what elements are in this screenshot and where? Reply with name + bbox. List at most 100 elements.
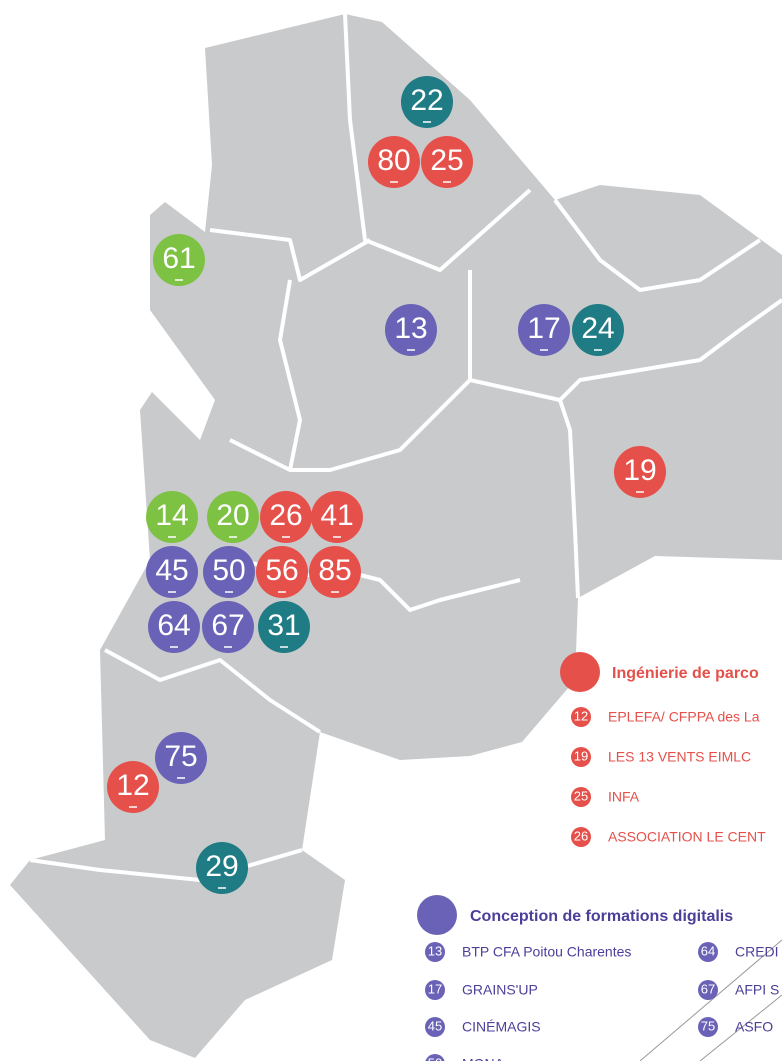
marker-label: 41 xyxy=(320,499,353,532)
entry-number: 45 xyxy=(428,1018,442,1033)
entry-badge xyxy=(571,707,591,727)
marker-label: 17 xyxy=(527,312,560,345)
marker-label: 29 xyxy=(205,850,238,883)
entry-badge xyxy=(571,747,591,767)
marker-label: 64 xyxy=(157,609,190,642)
entry-badge xyxy=(698,942,718,962)
legend-title: Ingénierie de parco xyxy=(612,665,759,682)
entry-name: CREDI xyxy=(735,944,779,960)
entry-number: 17 xyxy=(428,981,442,996)
marker-label: 61 xyxy=(162,242,195,275)
entry-name: BTP CFA Poitou Charentes xyxy=(462,944,631,960)
marker-circle xyxy=(196,842,248,894)
entry-badge xyxy=(425,942,445,962)
entry-name: GRAINS'UP xyxy=(462,982,538,998)
entry-name: ASSOCIATION LE CENT xyxy=(608,829,766,845)
marker-label: 31 xyxy=(267,609,300,642)
marker-circle xyxy=(258,601,310,653)
map-marker: 12 xyxy=(107,761,159,813)
map-marker: 67 xyxy=(202,601,254,653)
entry-number: 64 xyxy=(701,943,715,958)
map-marker: 29 xyxy=(196,842,248,894)
marker-circle xyxy=(368,136,420,188)
entry-name: ASFO xyxy=(735,1019,773,1035)
map-marker: 22 xyxy=(401,76,453,128)
marker-circle xyxy=(146,491,198,543)
marker-label: 20 xyxy=(216,499,249,532)
marker-circle xyxy=(421,136,473,188)
entry-number: 19 xyxy=(574,748,588,763)
map-marker: 25 xyxy=(421,136,473,188)
entry-badge xyxy=(425,1054,445,1061)
map-marker: 20 xyxy=(207,491,259,543)
entry-name: AFPI S xyxy=(735,982,779,998)
marker-label: 85 xyxy=(318,554,351,587)
marker-label: 22 xyxy=(410,84,443,117)
map-marker: 17 xyxy=(518,304,570,356)
marker-label: 19 xyxy=(623,454,656,487)
marker-label: 12 xyxy=(116,769,149,802)
map-marker: 50 xyxy=(203,546,255,598)
entry-number: 26 xyxy=(574,828,588,843)
entry-name: LES 13 VENTS EIMLC xyxy=(608,749,751,765)
map-marker: 41 xyxy=(311,491,363,543)
entry-badge xyxy=(571,827,591,847)
marker-circle xyxy=(203,546,255,598)
marker-circle xyxy=(311,491,363,543)
marker-circle xyxy=(207,491,259,543)
entry-name: CINÉMAGIS xyxy=(462,1019,541,1035)
entry-badge xyxy=(425,1017,445,1037)
marker-circle xyxy=(202,601,254,653)
marker-label: 67 xyxy=(211,609,244,642)
marker-label: 50 xyxy=(212,554,245,587)
marker-label: 14 xyxy=(155,499,188,532)
map-marker: 14 xyxy=(146,491,198,543)
region-shape xyxy=(10,14,782,1058)
map-marker: 85 xyxy=(309,546,361,598)
map-marker: 56 xyxy=(256,546,308,598)
marker-label: 80 xyxy=(377,144,410,177)
entry-badge xyxy=(425,980,445,1000)
legend-swatch xyxy=(417,895,457,935)
entry-name: EPLEFA/ CFPPA des La xyxy=(608,709,760,725)
entry-number: 13 xyxy=(428,943,442,958)
marker-label: 13 xyxy=(394,312,427,345)
map-marker: 31 xyxy=(258,601,310,653)
map-marker: 75 xyxy=(155,732,207,784)
entry-number: 25 xyxy=(574,788,588,803)
marker-circle xyxy=(309,546,361,598)
map-marker: 19 xyxy=(614,446,666,498)
marker-circle xyxy=(260,491,312,543)
entry-name: INFA xyxy=(608,789,640,805)
map-marker: 13 xyxy=(385,304,437,356)
entry-number: 75 xyxy=(701,1018,715,1033)
marker-circle xyxy=(146,546,198,598)
marker-label: 26 xyxy=(269,499,302,532)
entry-badge xyxy=(571,787,591,807)
map-marker: 45 xyxy=(146,546,198,598)
marker-label: 56 xyxy=(265,554,298,587)
map-marker: 24 xyxy=(572,304,624,356)
marker-label: 25 xyxy=(430,144,463,177)
entry-badge xyxy=(698,1017,718,1037)
marker-circle xyxy=(153,234,205,286)
marker-circle xyxy=(107,761,159,813)
marker-label: 24 xyxy=(581,312,614,345)
legend-title: Conception de formations digitalis xyxy=(470,908,733,925)
entry-number: 67 xyxy=(701,981,715,996)
map-marker: 26 xyxy=(260,491,312,543)
entry-number: 50 xyxy=(428,1055,442,1061)
marker-circle xyxy=(155,732,207,784)
marker-circle xyxy=(385,304,437,356)
legend-section: Ingénierie de parco 12 EPLEFA/ CFPPA des L… xyxy=(560,652,766,847)
region-map xyxy=(10,13,782,1061)
legend-section: Conception de formations digitalis 13 BTP … xyxy=(417,895,779,1061)
marker-circle xyxy=(518,304,570,356)
map-marker: 80 xyxy=(368,136,420,188)
entry-number: 12 xyxy=(574,708,588,723)
entry-name: MONA xyxy=(462,1056,505,1061)
marker-circle xyxy=(256,546,308,598)
legend-swatch xyxy=(560,652,600,692)
